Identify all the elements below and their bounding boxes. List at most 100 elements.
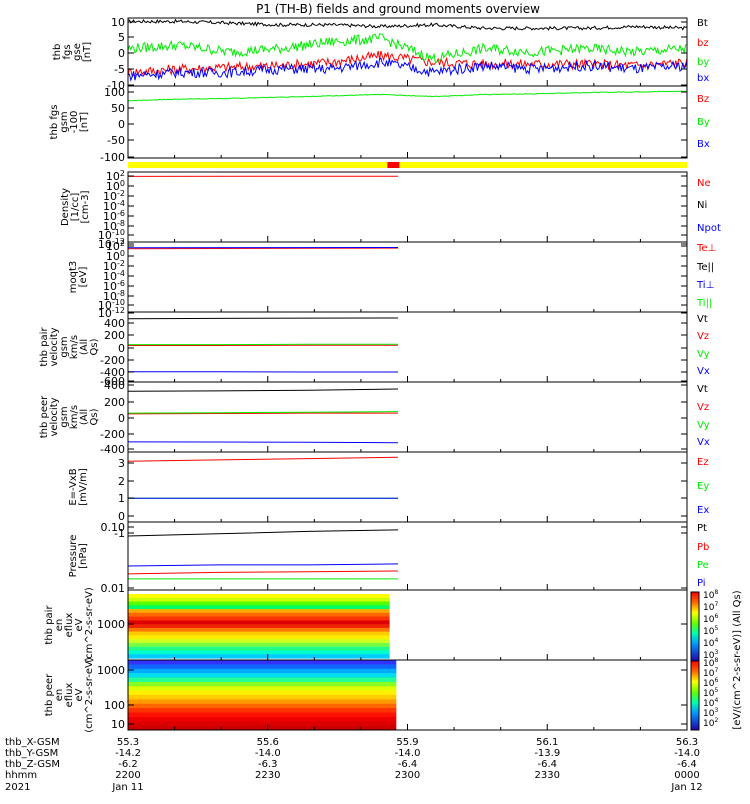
spectrogram-band <box>128 594 390 598</box>
series-line-by <box>128 34 687 63</box>
series-line-Vt <box>128 389 398 391</box>
y-tick-label: 0.01 <box>101 582 126 595</box>
y-tick-label: 10 <box>111 718 125 731</box>
footer-date-end: Jan 12 <box>670 782 702 793</box>
spectrogram-band <box>128 721 396 726</box>
footer-value: -6.4 <box>398 759 418 770</box>
legend-entry: Ti⊥ <box>696 280 714 291</box>
panel-frame <box>128 172 687 242</box>
footer-value: -14.2 <box>115 748 141 759</box>
spectrogram-band <box>128 717 396 722</box>
footer-value: 2300 <box>395 770 420 781</box>
legend-entry: by <box>697 57 709 68</box>
spectrogram-band <box>128 602 390 606</box>
panel-6: thb peervelocitygsmkm/s(AllQs)4002000-20… <box>39 379 710 456</box>
series-line-bx <box>128 58 687 80</box>
footer-value: 55.3 <box>117 737 139 748</box>
series-line-By <box>128 91 687 101</box>
spectrogram-band <box>128 695 396 700</box>
footer-value: -14.0 <box>255 748 281 759</box>
quality-flag-segment <box>387 162 399 168</box>
legend-entry: Pt <box>697 523 707 534</box>
spectrogram-band <box>128 678 396 683</box>
legend-entry: Te|| <box>696 262 714 273</box>
spectrogram-band <box>128 654 390 658</box>
colorbar-tick-label: 106 <box>703 613 718 625</box>
panel-ylabel: Density[1/cc][cm-3] <box>60 188 91 226</box>
footer-value: 2200 <box>115 770 140 781</box>
legend-entry: Vz <box>697 331 709 342</box>
legend-entry: Vy <box>697 420 710 431</box>
footer-date-start: Jan 11 <box>111 782 143 793</box>
spectrogram-band <box>128 669 396 674</box>
panel-9: thb pairenefluxeV(cm^2-s-sr-eV)1000 <box>44 587 687 663</box>
footer-value: 2330 <box>535 770 560 781</box>
legend-entry: Bx <box>697 139 710 150</box>
legend-entry: Vt <box>697 314 708 325</box>
footer-value: 0000 <box>674 770 699 781</box>
series-line-Pt <box>128 530 398 536</box>
legend-entry: Pe <box>697 560 709 571</box>
series-line-Pb <box>128 571 398 574</box>
colorbar-upper <box>691 592 699 661</box>
footer-value: 55.9 <box>396 737 418 748</box>
panel-ylabel: thb peervelocitygsmkm/s(AllQs) <box>39 395 100 438</box>
colorbar-label: [eV/(cm^2-s-sr-eV)] (All Qs) <box>732 590 743 729</box>
footer-value: -6.2 <box>118 759 138 770</box>
spectrogram-band <box>128 682 396 687</box>
legend-entry: Pb <box>697 542 709 553</box>
footer-value: -14.0 <box>395 748 421 759</box>
spectrogram-band <box>128 613 390 617</box>
spectrogram-band <box>128 673 396 678</box>
footer-value: 56.3 <box>676 737 698 748</box>
series-line-Vx <box>128 442 398 443</box>
legend-entry: Bz <box>697 94 709 105</box>
y-tick-label: 100 <box>104 86 125 99</box>
panel-3: Density[1/cc][cm-3]10210010-210-410-610-… <box>60 169 721 251</box>
footer-row-label: thb_Y-GSM <box>5 748 58 759</box>
footer-value: -6.4 <box>677 759 697 770</box>
spectrogram-band <box>128 699 396 704</box>
y-tick-label: 1000 <box>97 618 125 631</box>
spectrogram-band <box>128 635 390 639</box>
panel-frame <box>128 452 687 522</box>
colorbar-tick-label: 102 <box>703 717 718 729</box>
legend-entry: Ex <box>697 505 709 516</box>
colorbar-tick-label: 104 <box>703 637 718 649</box>
panel-5: thb pairvelocitygsmkm/s(AllQs)4002000-20… <box>39 312 710 388</box>
spectrogram-band <box>128 605 390 609</box>
y-tick-label: 0.10 <box>101 521 126 534</box>
legend-entry: bz <box>697 38 709 49</box>
y-tick-label: 200 <box>104 396 125 409</box>
footer-row-label: hhmm <box>5 770 37 781</box>
y-tick-label: 0 <box>118 47 125 60</box>
y-tick-label: -200 <box>100 428 125 441</box>
spectrogram-band <box>128 617 390 621</box>
y-tick-label: 100 <box>104 699 125 712</box>
footer-value: -6.3 <box>258 759 278 770</box>
y-tick-label: 400 <box>104 379 125 392</box>
y-tick-label: -400 <box>100 443 125 456</box>
footer-value: 55.6 <box>257 737 279 748</box>
spectrogram-band <box>128 713 396 718</box>
legend-entry: Pi <box>697 578 706 589</box>
colorbar-tick-label: 105 <box>703 625 718 637</box>
legend-entry: Npot <box>697 223 721 234</box>
colorbar-tick-label: 108 <box>703 589 718 601</box>
spectrogram-band <box>128 660 396 665</box>
spectrogram-band <box>128 686 396 691</box>
y-tick-label: 2 <box>118 475 125 488</box>
footer-row-label: thb_Z-GSM <box>5 759 60 770</box>
legend-entry: bx <box>697 73 709 84</box>
panel-4: moqt3[eV]10210010-210-410-610-810-1010-1… <box>68 239 716 320</box>
spectrogram-bands <box>128 594 390 659</box>
legend-entry: Ni <box>697 200 707 211</box>
panel-ylabel: thb peerenefluxeV(cm^2-s-sr-eV) <box>44 657 95 733</box>
footer-value: 2230 <box>255 770 280 781</box>
series-line-Vt <box>128 318 398 319</box>
legend-entry: Vt <box>697 384 708 395</box>
